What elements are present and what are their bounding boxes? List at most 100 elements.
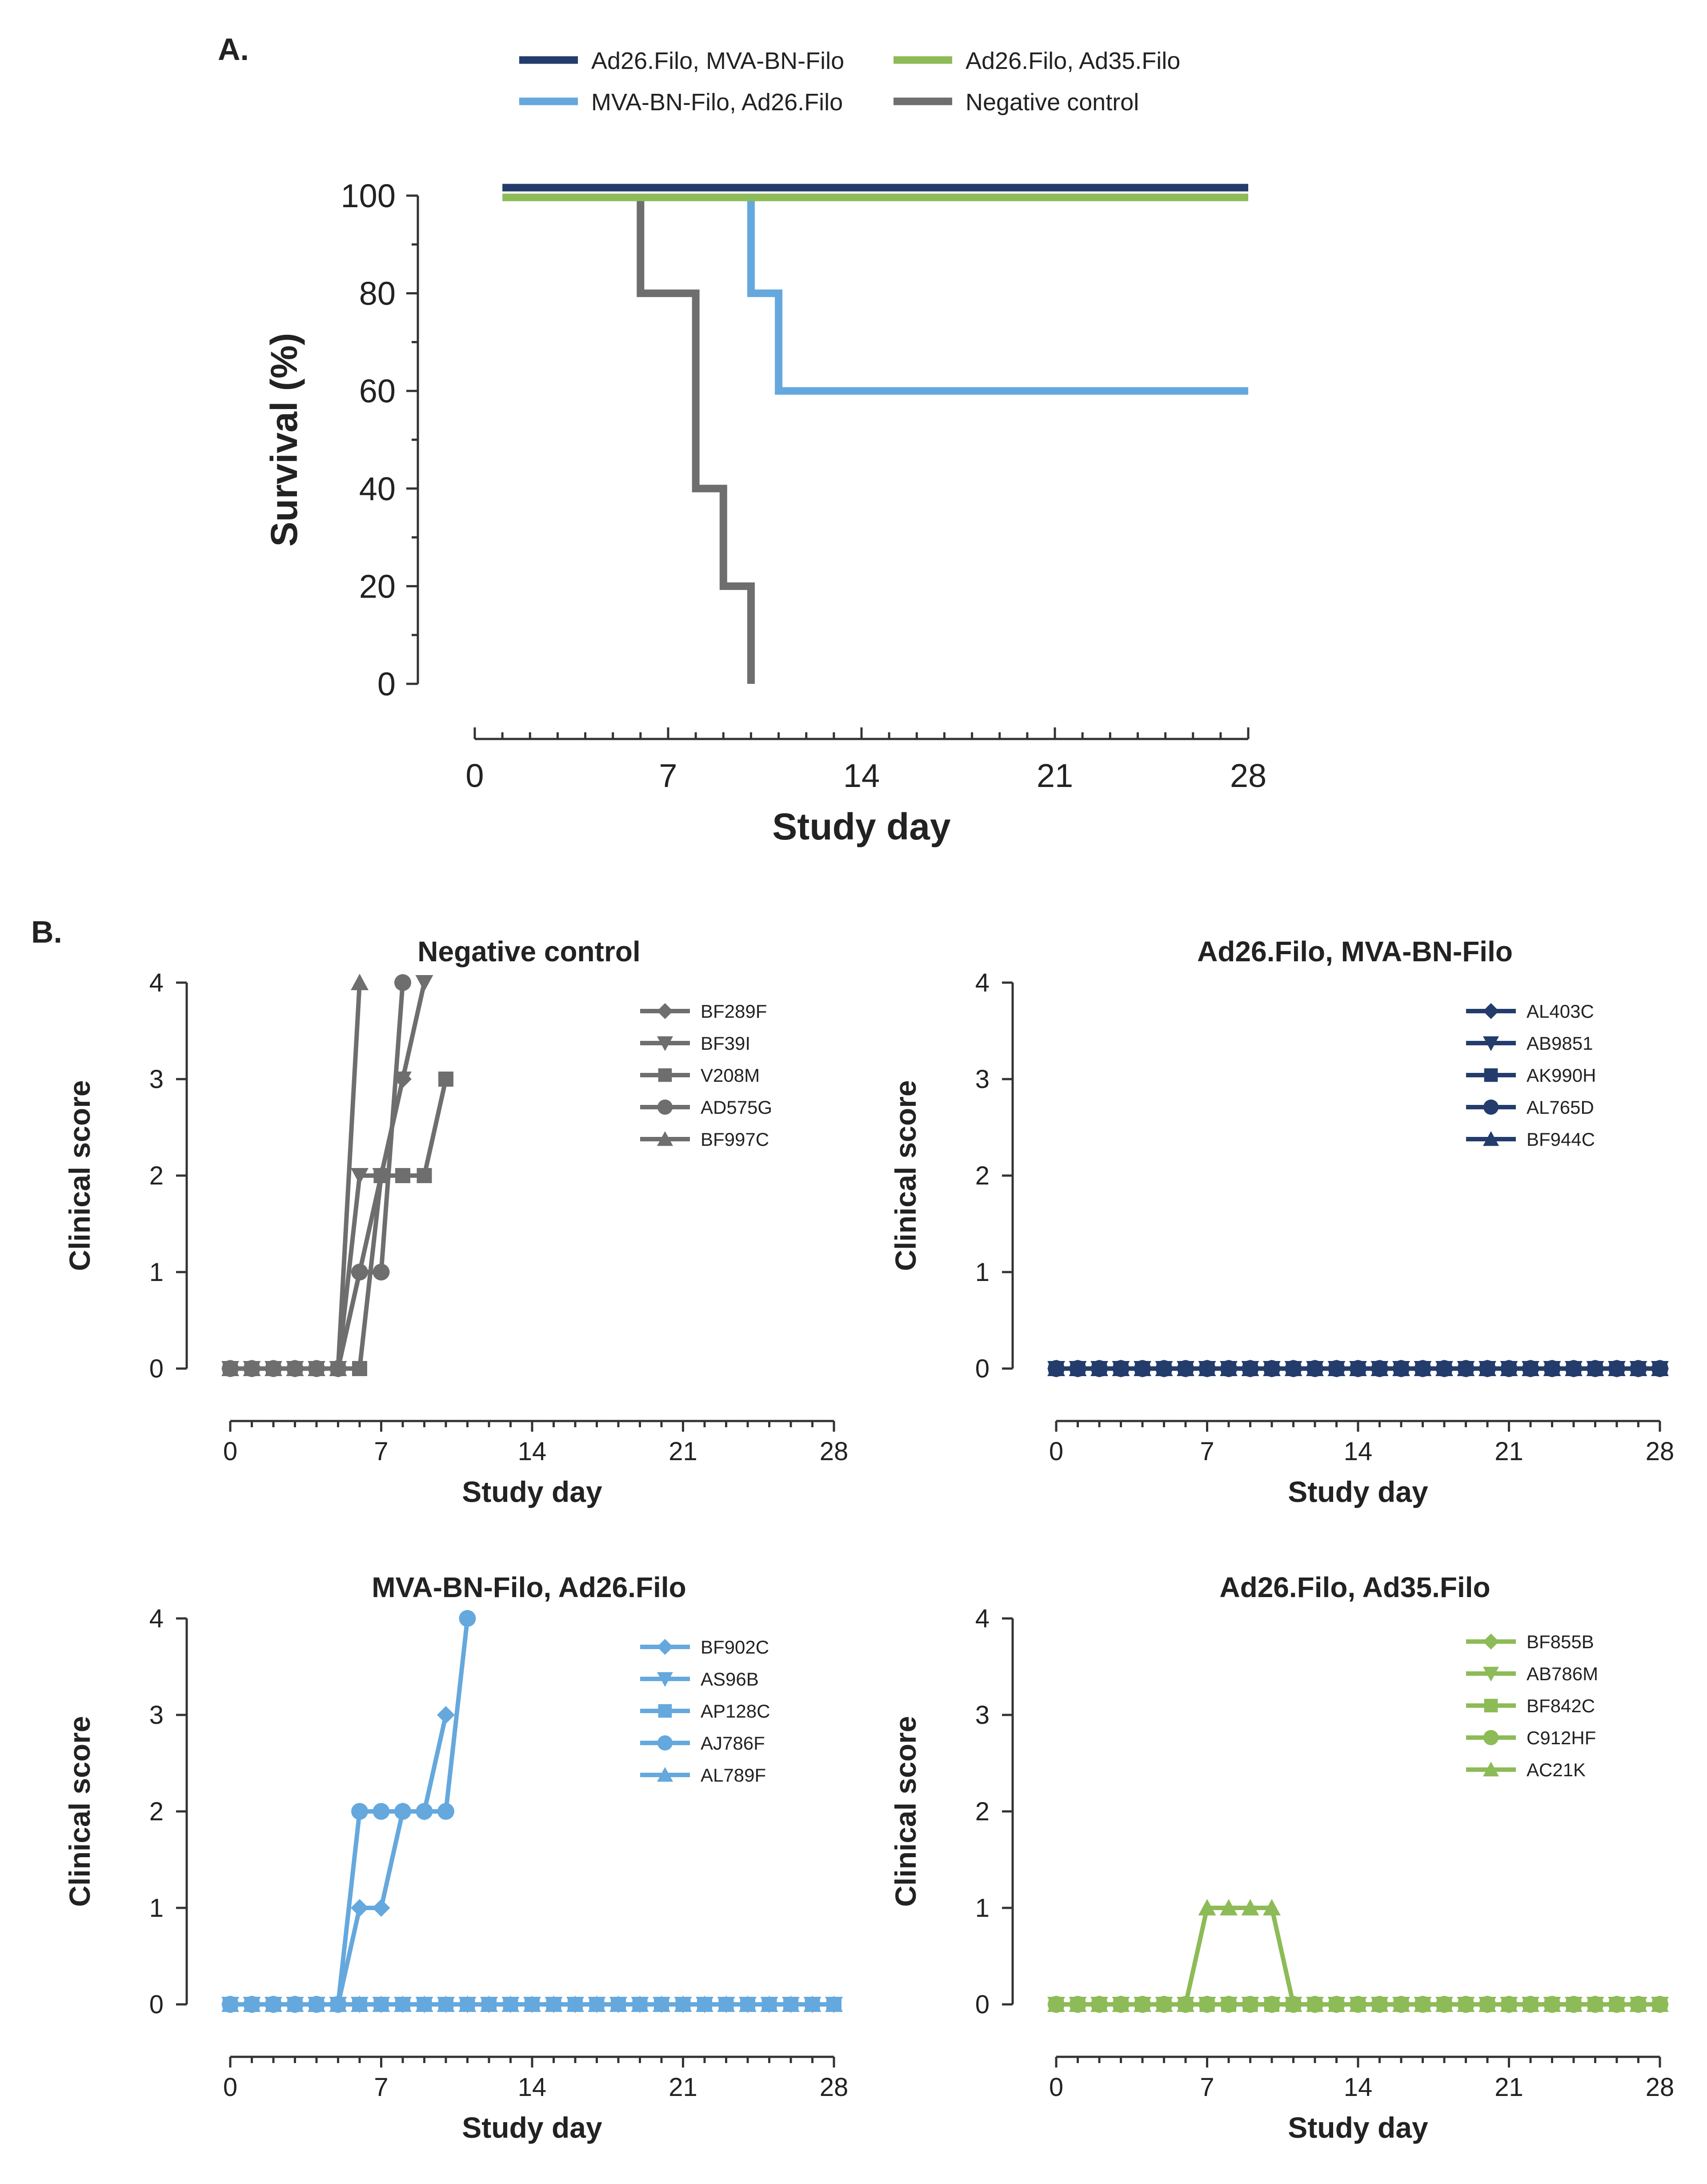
data-point-bf944c — [1241, 1360, 1259, 1376]
data-point-aj786f — [437, 1803, 454, 1820]
clinical-score-chart-ad26-mva: Ad26.Filo, MVA-BN-Filo 0 1 2 3 4 Clinical scor… — [889, 935, 1674, 1508]
y-tick-label: 1 — [975, 1258, 990, 1287]
x-tick-label: 21 — [1495, 1437, 1523, 1466]
legend-label-al789f: AL789F — [701, 1765, 766, 1786]
data-point-bf944c — [1543, 1360, 1561, 1376]
data-point-bf944c — [1392, 1360, 1410, 1376]
clinical-score-chart-mva-ad26: MVA-BN-Filo, Ad26.Filo 0 1 2 3 4 Clinical scor… — [63, 1571, 848, 2144]
legend-marker-v208m — [658, 1068, 672, 1082]
data-point-ac21k — [1177, 1995, 1194, 2012]
x-tick-label: 7 — [1200, 1437, 1214, 1466]
data-point-aj786f — [416, 1803, 433, 1820]
data-point-bf944c — [1198, 1360, 1216, 1376]
data-point-ac21k — [1349, 1995, 1367, 2012]
data-point-bf944c — [1349, 1360, 1367, 1376]
x-tick-label: 21 — [669, 2073, 697, 2102]
series-line-ac21k — [1056, 1906, 1660, 2007]
legend-marker-ab9851 — [1483, 1036, 1499, 1051]
legend-marker-c912hf — [1483, 1730, 1499, 1746]
y-tick-label: 0 — [149, 1354, 164, 1383]
data-point-al789f — [825, 1995, 843, 2012]
data-point-bf944c — [1414, 1360, 1432, 1376]
x-tick-label: 14 — [1344, 2073, 1373, 2102]
y-tick-label: 80 — [359, 275, 396, 312]
data-point-bf944c — [1220, 1360, 1238, 1376]
data-point-bf944c — [1069, 1360, 1087, 1376]
legend-label-ab786m: AB786M — [1527, 1663, 1598, 1684]
data-point-al789f — [588, 1995, 606, 2012]
data-point-bf944c — [1177, 1360, 1194, 1376]
data-point-ac21k — [1500, 1995, 1518, 2012]
data-point-c912hf — [1220, 1996, 1237, 2013]
x-tick-label: 28 — [820, 2073, 849, 2102]
legend-label-bf997c: BF997C — [701, 1129, 769, 1150]
y-axis-title: Survival (%) — [263, 333, 305, 547]
data-point-bf944c — [1284, 1360, 1302, 1376]
data-point-al789f — [674, 1995, 692, 2012]
legend-label-ad26-filo-mva-bn-filo: Ad26.Filo, MVA-BN-Filo — [591, 48, 844, 74]
data-point-al789f — [286, 1995, 304, 2012]
legend-marker-ab786m — [1483, 1666, 1499, 1682]
data-point-bf944c — [1500, 1360, 1518, 1376]
legend-marker-ak990h — [1484, 1068, 1498, 1082]
data-point-al789f — [631, 1995, 649, 2012]
data-point-v208m — [417, 1168, 432, 1183]
data-point-al789f — [739, 1995, 757, 2012]
legend-marker-aj786f — [657, 1735, 673, 1751]
legend-marker-as96b — [657, 1672, 673, 1687]
series-line-negative-control — [637, 196, 755, 684]
data-point-bf902c — [437, 1706, 455, 1724]
data-point-ac21k — [1284, 1995, 1302, 2012]
legend-label-aj786f: AJ786F — [701, 1733, 765, 1754]
y-tick-label: 2 — [975, 1161, 990, 1190]
data-point-bf39i — [351, 1168, 369, 1184]
data-point-ac21k — [1306, 1995, 1324, 2012]
data-point-al789f — [696, 1995, 713, 2012]
legend-label-v208m: V208M — [701, 1065, 760, 1086]
panel-b-label: B. — [31, 915, 62, 949]
data-point-ac21k — [1586, 1995, 1604, 2012]
series-line-v208m — [230, 1078, 448, 1371]
data-point-ac21k — [1263, 1899, 1281, 1915]
data-point-aj786f — [351, 1803, 368, 1820]
legend-marker-bf902c — [657, 1639, 673, 1655]
data-point-v208m — [352, 1361, 367, 1376]
data-point-ac21k — [1047, 1995, 1065, 2012]
data-point-bf997c — [351, 974, 369, 990]
legend-label-bf39i: BF39I — [701, 1033, 750, 1054]
x-tick-label: 14 — [1344, 1437, 1373, 1466]
y-tick-label: 1 — [975, 1894, 990, 1923]
data-point-bf997c — [286, 1360, 304, 1376]
data-point-al789f — [523, 1995, 541, 2012]
data-point-ac21k — [1522, 1995, 1539, 2012]
data-point-bf902c — [351, 1899, 369, 1917]
data-point-bf944c — [1327, 1360, 1346, 1376]
data-point-bf944c — [1457, 1360, 1475, 1376]
data-point-al789f — [308, 1995, 325, 2012]
data-point-bf944c — [1522, 1360, 1539, 1376]
data-point-ac21k — [1435, 1995, 1453, 2012]
legend-label-ak990h: AK990H — [1527, 1065, 1596, 1086]
y-tick-label: 0 — [377, 666, 396, 703]
data-point-bf997c — [243, 1360, 261, 1376]
series-line-bf902c — [230, 1714, 448, 2007]
y-tick-label: 1 — [149, 1258, 164, 1287]
y-tick-label: 40 — [359, 470, 396, 507]
x-tick-label: 0 — [223, 1437, 237, 1466]
y-tick-label: 1 — [149, 1894, 164, 1923]
clinical-score-chart-negative-control: Negative control 0 1 2 3 4 Clinical score 0 7 14 2… — [63, 935, 848, 1508]
series-line-mva-bn-filo-ad26-filo — [747, 196, 1248, 395]
data-point-al789f — [480, 1995, 498, 2012]
legend-label-mva-bn-filo-ad26-filo: MVA-BN-Filo, Ad26.Filo — [591, 89, 843, 116]
legend-marker-bf842c — [1484, 1698, 1498, 1713]
data-point-bf944c — [1090, 1360, 1108, 1376]
y-tick-label: 0 — [149, 1990, 164, 2019]
chart-title: Negative control — [417, 935, 640, 968]
chart-title: Ad26.Filo, Ad35.Filo — [1219, 1571, 1490, 1603]
data-point-bf944c — [1047, 1360, 1065, 1376]
data-point-al789f — [653, 1995, 670, 2012]
x-tick-label: 14 — [518, 2073, 547, 2102]
data-point-bf944c — [1435, 1360, 1453, 1376]
data-point-ac21k — [1155, 1995, 1173, 2012]
